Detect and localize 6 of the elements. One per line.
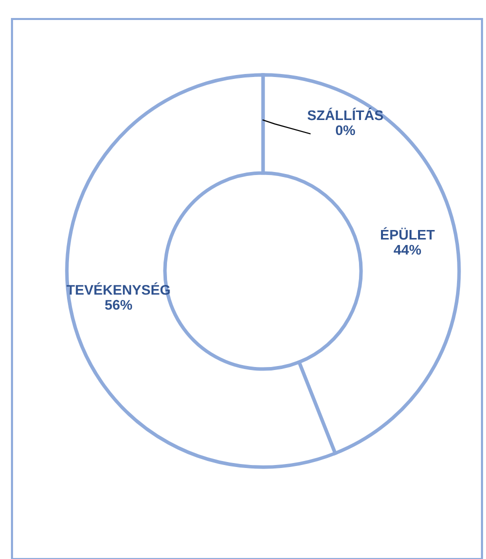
category-label: SZÁLLÍTÁS [308, 108, 384, 120]
data-label: 56% [105, 300, 132, 310]
slice-label: TEVÉKENYSÉG [66, 282, 170, 295]
data-label: 44% [394, 244, 421, 255]
slice-label: ÉPÜLET [380, 227, 435, 240]
text: 0% [336, 125, 356, 136]
